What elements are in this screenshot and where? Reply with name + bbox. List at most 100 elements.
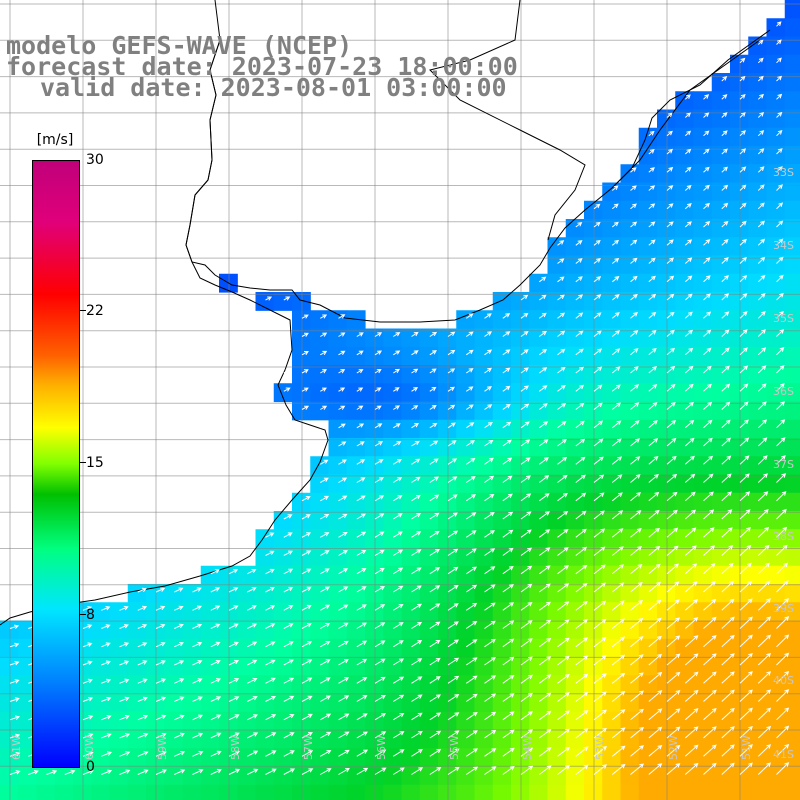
speed-cell bbox=[146, 784, 165, 800]
wind-arrow bbox=[703, 275, 711, 283]
speed-cell bbox=[383, 766, 403, 786]
wind-arrow bbox=[283, 532, 293, 538]
wind-arrow bbox=[739, 166, 747, 173]
speed-cell bbox=[784, 693, 800, 713]
wind-arrow bbox=[757, 148, 765, 155]
wind-arrow bbox=[648, 239, 656, 246]
wind-arrow bbox=[666, 148, 673, 155]
wind-arrow bbox=[575, 691, 589, 702]
speed-cell bbox=[529, 565, 549, 585]
wind-arrow bbox=[611, 366, 621, 374]
wind-arrow bbox=[721, 184, 729, 191]
wind-arrow bbox=[776, 725, 790, 739]
speed-cell bbox=[18, 766, 38, 786]
speed-cell bbox=[784, 766, 800, 786]
wind-arrow bbox=[739, 311, 748, 319]
wind-arrow bbox=[137, 605, 148, 611]
speed-cell bbox=[784, 474, 800, 494]
wind-arrow bbox=[520, 330, 529, 337]
speed-cell bbox=[365, 346, 384, 366]
speed-cell bbox=[219, 748, 238, 768]
wind-arrow bbox=[757, 256, 766, 264]
wind-arrow bbox=[82, 751, 94, 757]
speed-cell bbox=[766, 657, 786, 676]
speed-cell bbox=[127, 748, 147, 768]
wind-arrow bbox=[557, 294, 565, 301]
wind-arrow bbox=[283, 714, 295, 721]
wind-arrow bbox=[374, 767, 387, 775]
wind-arrow bbox=[757, 419, 768, 429]
wind-arrow bbox=[557, 673, 570, 684]
wind-arrow bbox=[320, 387, 327, 392]
wind-arrow bbox=[411, 494, 421, 502]
speed-cell bbox=[292, 401, 311, 421]
wind-arrow bbox=[776, 21, 782, 27]
speed-cell bbox=[109, 711, 129, 731]
wind-arrow bbox=[265, 568, 275, 575]
wind-arrow bbox=[648, 185, 656, 191]
wind-arrow bbox=[429, 676, 441, 684]
speed-cell bbox=[766, 383, 786, 403]
speed-cell bbox=[182, 766, 202, 786]
speed-cell bbox=[164, 784, 184, 800]
speed-cell bbox=[784, 657, 800, 676]
wind-arrow bbox=[757, 671, 772, 684]
wind-arrow bbox=[82, 678, 93, 684]
speed-cell bbox=[419, 438, 439, 457]
wind-arrow bbox=[611, 654, 626, 666]
wind-arrow bbox=[666, 708, 681, 721]
wind-arrow bbox=[356, 713, 368, 721]
wind-arrow bbox=[739, 419, 749, 429]
wind-arrow bbox=[393, 749, 405, 757]
wind-arrow bbox=[301, 314, 309, 319]
wind-arrow bbox=[338, 568, 349, 575]
wind-arrow bbox=[429, 621, 441, 629]
wind-arrow bbox=[684, 581, 698, 593]
wind-arrow bbox=[301, 387, 309, 392]
wind-arrow bbox=[466, 386, 474, 392]
wind-arrow bbox=[320, 568, 330, 575]
speed-cell bbox=[438, 602, 457, 622]
speed-cell bbox=[492, 675, 512, 695]
lat-label: 38S bbox=[773, 530, 794, 543]
wind-arrow bbox=[539, 547, 551, 556]
wind-arrow bbox=[520, 711, 534, 721]
lat-label: 33S bbox=[773, 166, 794, 179]
wind-arrow bbox=[611, 546, 624, 556]
wind-arrow bbox=[739, 744, 753, 757]
wind-arrow bbox=[684, 94, 691, 100]
speed-cell bbox=[328, 383, 348, 403]
speed-cell bbox=[182, 584, 202, 603]
lon-label: 54W bbox=[521, 735, 534, 760]
speed-cell bbox=[109, 766, 129, 786]
wind-arrow bbox=[484, 493, 495, 502]
speed-cell bbox=[164, 638, 184, 658]
speed-cell bbox=[146, 602, 165, 622]
speed-cell bbox=[784, 492, 800, 512]
wind-arrow bbox=[265, 750, 277, 757]
colorbar-tick-mark bbox=[80, 614, 86, 615]
speed-cell bbox=[237, 730, 257, 749]
wind-vectors bbox=[9, 21, 790, 775]
wind-arrow bbox=[247, 641, 258, 648]
wind-arrow bbox=[301, 677, 313, 684]
speed-cell bbox=[146, 638, 165, 658]
wind-arrow bbox=[356, 332, 364, 337]
wind-arrow bbox=[593, 312, 602, 319]
wind-arrow bbox=[520, 493, 532, 502]
speed-cell bbox=[419, 784, 439, 800]
wind-arrow bbox=[684, 275, 693, 283]
colorbar-tick-label: 8 bbox=[86, 607, 95, 623]
wind-arrow bbox=[630, 402, 640, 410]
wind-arrow bbox=[484, 457, 494, 465]
speed-cell bbox=[748, 54, 768, 74]
wind-arrow bbox=[119, 605, 129, 611]
wind-arrow bbox=[447, 730, 460, 739]
speed-cell bbox=[784, 127, 800, 147]
speed-cell bbox=[474, 383, 494, 403]
speed-cell bbox=[438, 620, 457, 640]
wind-arrow bbox=[776, 347, 785, 356]
wind-arrow bbox=[447, 639, 459, 648]
wind-arrow bbox=[338, 459, 347, 465]
speed-cell bbox=[492, 784, 512, 800]
